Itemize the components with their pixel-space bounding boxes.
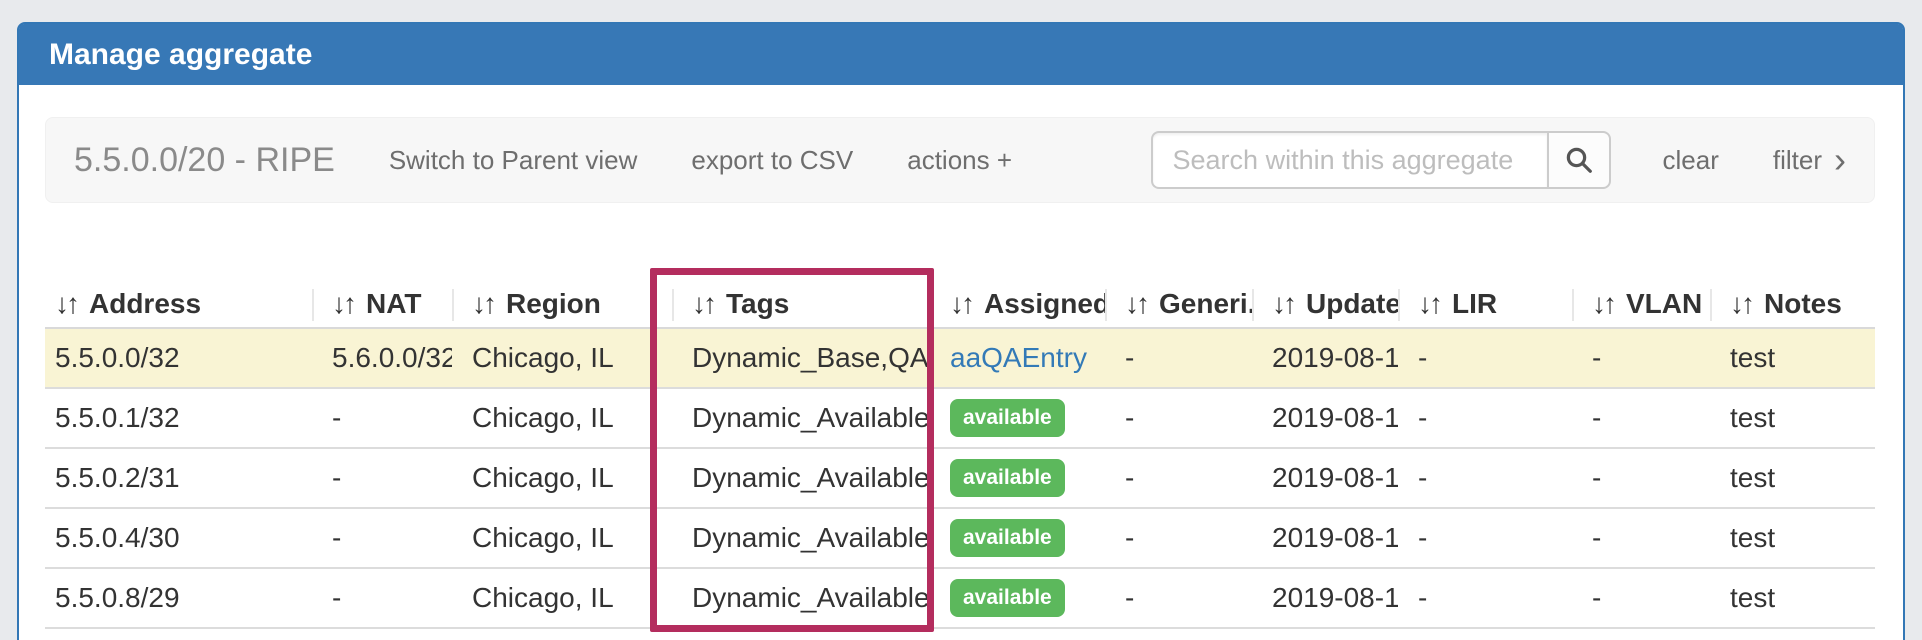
column-header-updated[interactable]: ↓↑Updated — [1252, 281, 1398, 329]
cell-address: 5.5.0.2/31 — [45, 448, 312, 509]
sort-icon: ↓↑ — [55, 288, 80, 319]
cell-generic: - — [1105, 448, 1252, 509]
export-csv-link[interactable]: export to CSV — [691, 144, 854, 175]
sort-icon: ↓↑ — [692, 288, 717, 319]
filter-button[interactable]: filter › — [1772, 139, 1846, 180]
cell-tags: Dynamic_Available,QA — [672, 448, 930, 509]
cell-vlan: - — [1572, 328, 1710, 389]
sort-icon: ↓↑ — [1125, 288, 1150, 319]
cell-vlan: - — [1572, 508, 1710, 569]
cell-region: Chicago, IL — [452, 388, 672, 449]
cell-region: Chicago, IL — [452, 448, 672, 509]
cell-vlan: - — [1572, 388, 1710, 449]
page-title: Manage aggregate — [49, 37, 313, 71]
cell-lir: - — [1398, 388, 1572, 449]
cell-nat: - — [312, 568, 452, 629]
column-header-tags[interactable]: ↓↑ Tags — [672, 281, 930, 329]
sort-icon: ↓↑ — [950, 288, 975, 319]
toolbar: 5.5.0.0/20 - RIPE Switch to Parent view … — [45, 117, 1875, 203]
cell-nat: 5.6.0.0/32 — [312, 328, 452, 389]
column-header-lir[interactable]: ↓↑ LIR — [1398, 281, 1572, 329]
cell-notes: test — [1710, 568, 1875, 629]
cell-generic: - — [1105, 508, 1252, 569]
switch-parent-view-link[interactable]: Switch to Parent view — [388, 144, 638, 175]
table-row[interactable]: 5.5.0.4/30 - Chicago, IL Dynamic_Availab… — [45, 508, 1875, 569]
cell-tags: Dynamic_Base,QA — [672, 328, 930, 389]
table-row[interactable]: 5.5.0.0/32 5.6.0.0/32 Chicago, IL Dynami… — [45, 328, 1875, 389]
chevron-right-icon: › — [1834, 139, 1846, 180]
column-header-generic[interactable]: ↓↑Generi... — [1105, 281, 1252, 329]
cell-lir: - — [1398, 508, 1572, 569]
assigned-entry-link[interactable]: aaQAEntry — [950, 342, 1087, 373]
status-badge-available: available — [950, 579, 1065, 617]
status-badge-available: available — [950, 459, 1065, 497]
status-badge-available: available — [950, 399, 1065, 437]
aggregate-label: 5.5.0.0/20 - RIPE — [74, 140, 335, 179]
cell-notes: test — [1710, 328, 1875, 389]
cell-region: Chicago, IL — [452, 508, 672, 569]
sort-icon: ↓↑ — [332, 288, 357, 319]
search-icon — [1566, 147, 1592, 173]
cell-nat: - — [312, 508, 452, 569]
cell-generic: - — [1105, 388, 1252, 449]
cell-generic: - — [1105, 568, 1252, 629]
column-header-address[interactable]: ↓↑ Address — [45, 281, 312, 329]
cell-tags: Dynamic_Available,QA — [672, 508, 930, 569]
cell-address: 5.5.0.8/29 — [45, 568, 312, 629]
column-header-region[interactable]: ↓↑ Region — [452, 281, 672, 329]
sort-icon: ↓↑ — [1730, 288, 1755, 319]
cell-nat: - — [312, 388, 452, 449]
cell-assigned-to: aaQAEntry — [930, 328, 1105, 389]
cell-updated: 2019-08-15 — [1252, 328, 1398, 389]
cell-nat: - — [312, 448, 452, 509]
cell-address: 5.5.0.4/30 — [45, 508, 312, 569]
cell-assigned-to: available — [930, 508, 1105, 569]
column-header-vlan[interactable]: ↓↑ VLAN — [1572, 281, 1710, 329]
table-row[interactable]: 5.5.0.8/29 - Chicago, IL Dynamic_Availab… — [45, 568, 1875, 629]
search-button[interactable] — [1546, 131, 1611, 189]
cell-vlan: - — [1572, 568, 1710, 629]
table-header-row: ↓↑ Address ↓↑ NAT ↓↑ Region ↓↑ Tags ↓↑ Assign… — [45, 281, 1875, 329]
cell-region: Chicago, IL — [452, 568, 672, 629]
cell-lir: - — [1398, 448, 1572, 509]
aggregate-table: ↓↑ Address ↓↑ NAT ↓↑ Region ↓↑ Tags ↓↑ Assign… — [45, 281, 1875, 629]
cell-notes: test — [1710, 388, 1875, 449]
cell-region: Chicago, IL — [452, 328, 672, 389]
cell-updated: 2019-08-15 — [1252, 568, 1398, 629]
actions-menu-link[interactable]: actions + — [907, 144, 1013, 175]
sort-icon: ↓↑ — [1272, 288, 1297, 319]
sort-icon: ↓↑ — [1592, 288, 1617, 319]
column-header-nat[interactable]: ↓↑ NAT — [312, 281, 452, 329]
cell-tags: Dynamic_Available,QA — [672, 388, 930, 449]
cell-updated: 2019-08-15 — [1252, 508, 1398, 569]
clear-button[interactable]: clear — [1662, 144, 1719, 175]
manage-aggregate-panel: Manage aggregate 5.5.0.0/20 - RIPE Switc… — [17, 22, 1905, 640]
cell-updated: 2019-08-15 — [1252, 448, 1398, 509]
table-row[interactable]: 5.5.0.1/32 - Chicago, IL Dynamic_Availab… — [45, 388, 1875, 449]
column-header-notes[interactable]: ↓↑ Notes — [1710, 281, 1875, 329]
status-badge-available: available — [950, 519, 1065, 557]
table-row[interactable]: 5.5.0.2/31 - Chicago, IL Dynamic_Availab… — [45, 448, 1875, 509]
cell-vlan: - — [1572, 448, 1710, 509]
cell-notes: test — [1710, 508, 1875, 569]
search-group — [1150, 131, 1611, 189]
search-input[interactable] — [1150, 131, 1547, 189]
cell-generic: - — [1105, 328, 1252, 389]
cell-lir: - — [1398, 568, 1572, 629]
sort-icon: ↓↑ — [1418, 288, 1443, 319]
filter-label: filter — [1772, 144, 1822, 175]
cell-tags: Dynamic_Available,QA — [672, 568, 930, 629]
cell-assigned-to: available — [930, 568, 1105, 629]
cell-notes: test — [1710, 448, 1875, 509]
cell-address: 5.5.0.0/32 — [45, 328, 312, 389]
cell-lir: - — [1398, 328, 1572, 389]
cell-assigned-to: available — [930, 448, 1105, 509]
cell-updated: 2019-08-15 — [1252, 388, 1398, 449]
sort-icon: ↓↑ — [472, 288, 497, 319]
aggregate-table-wrapper: ↓↑ Address ↓↑ NAT ↓↑ Region ↓↑ Tags ↓↑ Assign… — [45, 281, 1875, 629]
cell-assigned-to: available — [930, 388, 1105, 449]
column-header-assigned-to[interactable]: ↓↑Assigned to — [930, 281, 1105, 329]
cell-address: 5.5.0.1/32 — [45, 388, 312, 449]
panel-header: Manage aggregate — [19, 24, 1903, 85]
